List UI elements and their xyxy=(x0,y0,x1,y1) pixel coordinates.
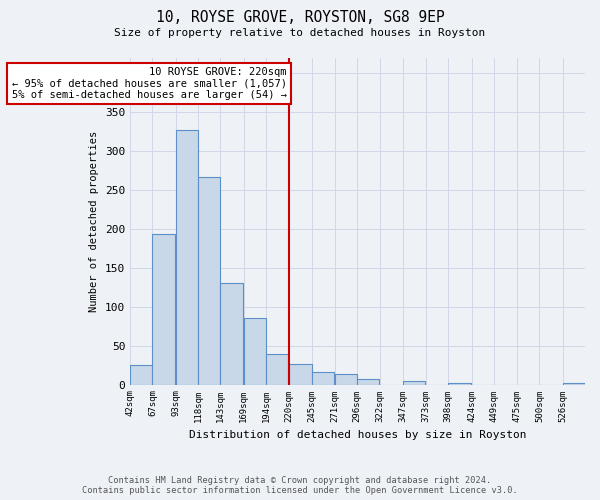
Text: 10, ROYSE GROVE, ROYSTON, SG8 9EP: 10, ROYSE GROVE, ROYSTON, SG8 9EP xyxy=(155,10,445,25)
X-axis label: Distribution of detached houses by size in Royston: Distribution of detached houses by size … xyxy=(189,430,526,440)
Bar xyxy=(198,178,220,384)
Bar xyxy=(176,130,198,384)
Bar xyxy=(403,382,425,384)
Bar xyxy=(220,284,243,384)
Bar xyxy=(244,318,266,384)
Text: Size of property relative to detached houses in Royston: Size of property relative to detached ho… xyxy=(115,28,485,38)
Bar xyxy=(130,365,152,384)
Text: 10 ROYSE GROVE: 220sqm
← 95% of detached houses are smaller (1,057)
5% of semi-d: 10 ROYSE GROVE: 220sqm ← 95% of detached… xyxy=(11,67,287,100)
Bar xyxy=(357,379,379,384)
Y-axis label: Number of detached properties: Number of detached properties xyxy=(89,130,100,312)
Bar xyxy=(448,383,470,384)
Bar xyxy=(266,354,289,384)
Bar xyxy=(563,383,585,384)
Bar xyxy=(311,372,334,384)
Bar xyxy=(335,374,357,384)
Bar xyxy=(152,234,175,384)
Text: Contains HM Land Registry data © Crown copyright and database right 2024.
Contai: Contains HM Land Registry data © Crown c… xyxy=(82,476,518,495)
Bar xyxy=(289,364,311,384)
